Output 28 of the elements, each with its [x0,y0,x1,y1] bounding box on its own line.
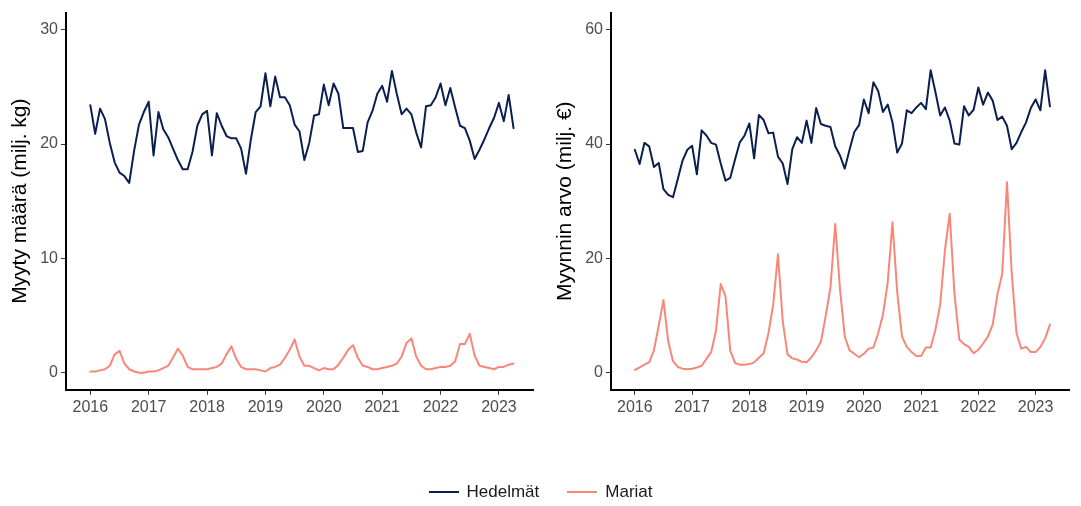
y-tick-label: 0 [594,363,604,381]
y-tick-label: 20 [585,248,604,266]
x-tick-label: 2023 [481,397,517,415]
x-tick-label: 2016 [617,397,653,415]
x-tick-label: 2018 [731,397,768,415]
x-tick-label: 2023 [1017,397,1054,415]
y-tick-label: 0 [49,363,59,381]
x-tick-label: 2019 [788,397,825,415]
x-tick-label: 2018 [189,397,225,415]
x-tick-label: 2017 [674,397,710,415]
y-axis-title: Myyty määrä (milj. kg) [7,98,31,304]
x-tick-label: 2016 [72,397,109,415]
y-tick-label: 20 [40,134,59,152]
y-tick-label: 60 [585,20,604,38]
y-tick-label: 40 [585,134,604,152]
legend-label: Hedelmät [466,482,540,502]
y-tick-label: 10 [40,248,59,266]
x-tick-label: 2020 [306,397,342,415]
x-tick-label: 2019 [247,397,284,415]
x-tick-label: 2021 [364,397,401,415]
x-tick-label: 2022 [422,397,459,415]
x-tick-label: 2017 [130,397,167,415]
x-tick-label: 2020 [846,397,882,415]
legend-label: Mariat [605,482,653,502]
y-axis-title: Myynnin arvo (milj. €) [552,101,576,301]
x-tick-label: 2022 [960,397,997,415]
y-tick-label: 30 [40,20,59,38]
x-tick-label: 2021 [903,397,939,415]
